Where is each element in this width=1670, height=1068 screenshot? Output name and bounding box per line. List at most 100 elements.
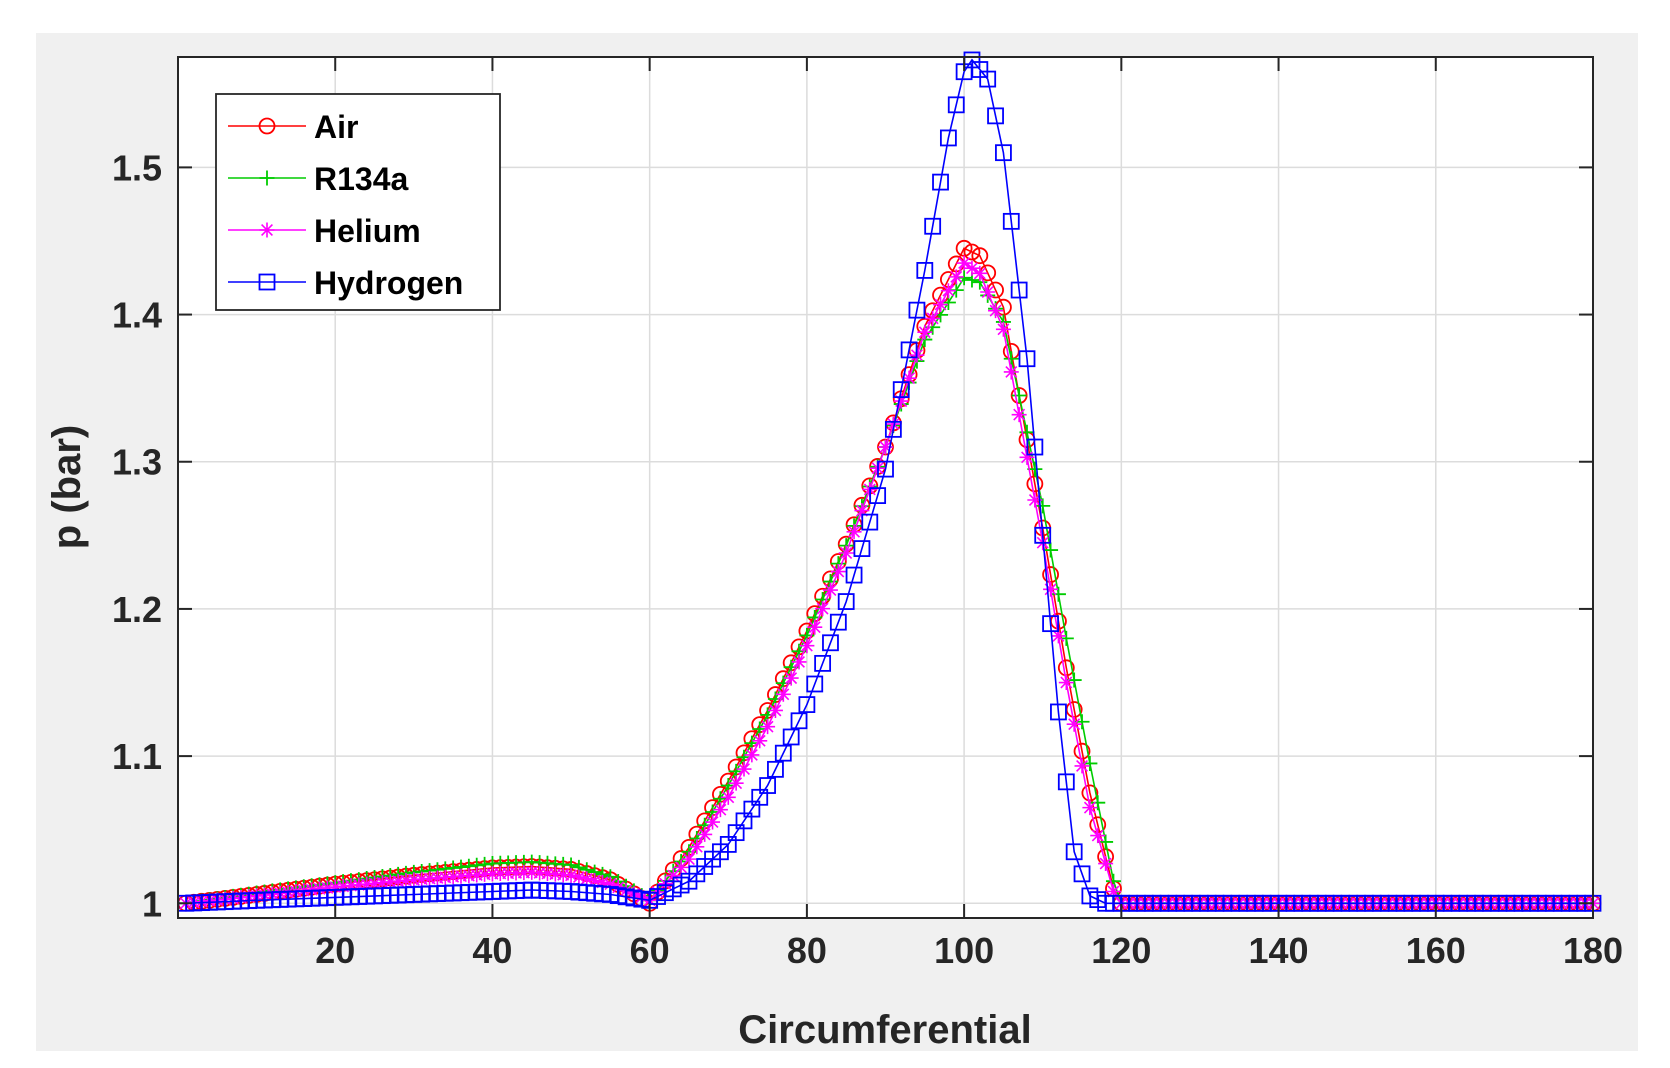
x-tick-label: 80 — [787, 930, 827, 971]
data-point-helium — [524, 864, 540, 880]
data-point-helium — [1090, 828, 1106, 844]
y-tick-label: 1.3 — [112, 442, 162, 483]
data-point-r134a — [1050, 586, 1066, 602]
data-point-hydrogen — [829, 613, 847, 631]
data-point-helium — [406, 872, 422, 888]
data-point-hydrogen — [869, 487, 887, 504]
x-tick-label: 60 — [630, 930, 670, 971]
data-point-r134a — [1043, 542, 1059, 558]
series-layer — [177, 51, 1602, 912]
data-point-helium — [815, 601, 831, 617]
data-point-helium — [681, 851, 697, 867]
data-point-r134a — [1003, 351, 1019, 367]
data-point-hydrogen — [790, 712, 808, 730]
data-point-helium — [547, 866, 563, 882]
data-point-helium — [445, 869, 461, 885]
data-point-helium — [555, 867, 571, 883]
data-point-helium — [382, 874, 398, 890]
data-point-helium — [1043, 581, 1059, 597]
data-point-helium — [972, 265, 988, 281]
data-point-helium — [414, 871, 430, 887]
data-point-helium — [980, 284, 996, 300]
y-tick-label: 1.2 — [112, 589, 162, 630]
data-point-helium — [846, 524, 862, 540]
x-tick-label: 140 — [1249, 930, 1309, 971]
data-point-hydrogen — [1010, 281, 1028, 299]
data-point-helium — [854, 503, 870, 519]
data-point-helium — [579, 871, 595, 887]
plot-frame — [177, 56, 1594, 919]
data-point-helium — [917, 324, 933, 340]
legend-marker-hydrogen — [258, 273, 276, 291]
data-point-helium — [390, 873, 406, 889]
data-point-helium — [563, 867, 579, 883]
data-point-helium — [1050, 628, 1066, 644]
data-point-hydrogen — [822, 634, 839, 652]
data-point-helium — [319, 880, 335, 896]
y-tick-label: 1.1 — [112, 736, 162, 777]
x-tick-label: 40 — [472, 930, 512, 971]
data-point-helium — [901, 370, 917, 386]
data-point-helium — [736, 761, 752, 777]
data-point-helium — [673, 859, 689, 875]
data-point-helium — [602, 876, 618, 892]
data-point-helium — [343, 878, 359, 894]
data-point-helium — [665, 868, 681, 884]
data-point-hydrogen — [837, 593, 855, 610]
data-point-helium — [1019, 449, 1035, 465]
data-point-hydrogen — [916, 262, 934, 279]
data-point-helium — [838, 545, 854, 561]
data-point-helium — [1098, 856, 1114, 872]
data-point-helium — [461, 868, 477, 884]
x-tick-label: 100 — [934, 930, 994, 971]
series-hydrogen — [177, 51, 1602, 912]
data-point-r134a — [1011, 388, 1027, 404]
data-point-helium — [885, 416, 901, 432]
data-point-helium — [327, 879, 343, 895]
legend-label-r134a: R134a — [314, 161, 409, 197]
data-point-hydrogen — [774, 744, 792, 762]
data-point-helium — [791, 654, 807, 670]
data-point-helium — [728, 775, 744, 791]
data-point-helium — [429, 870, 445, 886]
data-point-hydrogen — [1065, 843, 1083, 861]
x-tick-label: 180 — [1563, 930, 1623, 971]
data-point-hydrogen — [806, 675, 824, 693]
legend-item-air: Air — [228, 109, 358, 145]
data-point-hydrogen — [884, 420, 902, 438]
data-point-helium — [783, 670, 799, 686]
data-point-hydrogen — [767, 760, 784, 778]
data-point-helium — [697, 826, 713, 842]
legend-label-hydrogen: Hydrogen — [314, 265, 463, 301]
data-point-hydrogen — [987, 107, 1004, 125]
y-tick-label: 1.4 — [112, 295, 162, 336]
data-point-helium — [595, 874, 610, 890]
data-point-helium — [469, 867, 485, 883]
data-point-helium — [964, 260, 980, 276]
data-point-helium — [335, 878, 351, 894]
legend: Air R134a Helium Hydrogen — [215, 93, 501, 311]
data-point-helium — [508, 865, 524, 881]
y-axis-label: p (bar) — [45, 425, 89, 549]
data-point-helium — [1058, 675, 1074, 691]
legend-item-hydrogen: Hydrogen — [228, 265, 463, 301]
data-point-r134a — [956, 270, 972, 286]
data-point-r134a — [1098, 834, 1114, 850]
data-point-helium — [760, 719, 776, 735]
legend-item-helium: Helium — [228, 213, 421, 249]
data-point-hydrogen — [1026, 438, 1044, 456]
data-point-helium — [720, 789, 736, 805]
legend-item-r134a: R134a — [228, 161, 409, 197]
data-point-hydrogen — [814, 654, 832, 672]
data-point-helium — [1011, 407, 1027, 423]
data-point-helium — [587, 873, 603, 889]
data-point-helium — [312, 881, 327, 897]
ticks: 20 40 60 80 100 120 140 160 180 1 1.1 1.2 1.3 1.4 1.5 — [112, 57, 1623, 971]
data-point-helium — [807, 619, 823, 635]
data-point-hydrogen — [908, 301, 926, 319]
data-point-helium — [422, 871, 438, 887]
data-point-helium — [799, 638, 815, 654]
data-point-helium — [453, 868, 469, 884]
data-point-helium — [477, 866, 493, 882]
